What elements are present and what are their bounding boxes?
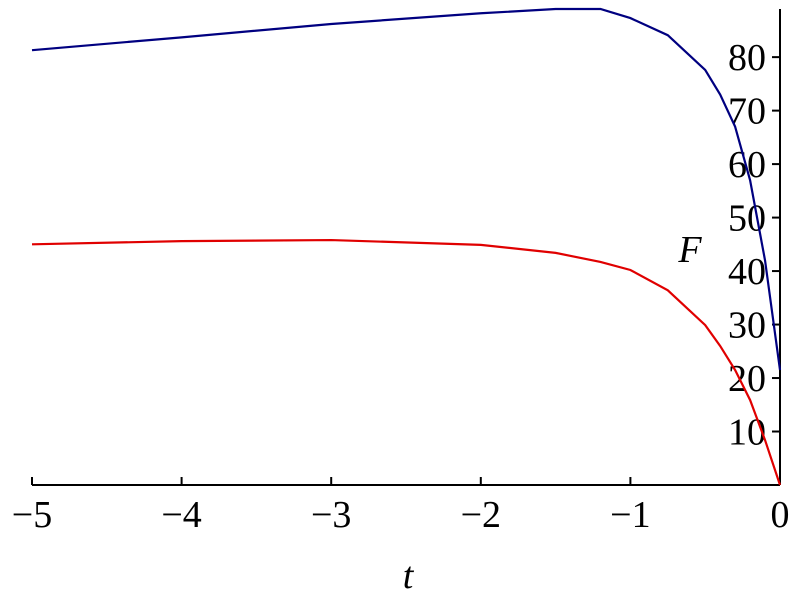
line-series [31, 238, 782, 486]
y-tick-label: 70 [728, 91, 766, 133]
x-axis-label: t [403, 555, 415, 597]
y-axis-label: F [677, 229, 702, 271]
x-tick-label: −4 [161, 494, 201, 536]
x-tick-label: −1 [610, 494, 650, 536]
x-tick-label: 0 [771, 494, 790, 536]
x-tick-label: −3 [311, 494, 351, 536]
line-series [31, 7, 782, 371]
y-tick-label: 30 [728, 305, 766, 347]
x-tick-label: −5 [12, 494, 52, 536]
y-tick-label: 40 [728, 251, 766, 293]
y-tick-label: 80 [728, 37, 766, 79]
x-tick-label: −2 [461, 494, 501, 536]
y-tick-label: 10 [728, 412, 766, 454]
